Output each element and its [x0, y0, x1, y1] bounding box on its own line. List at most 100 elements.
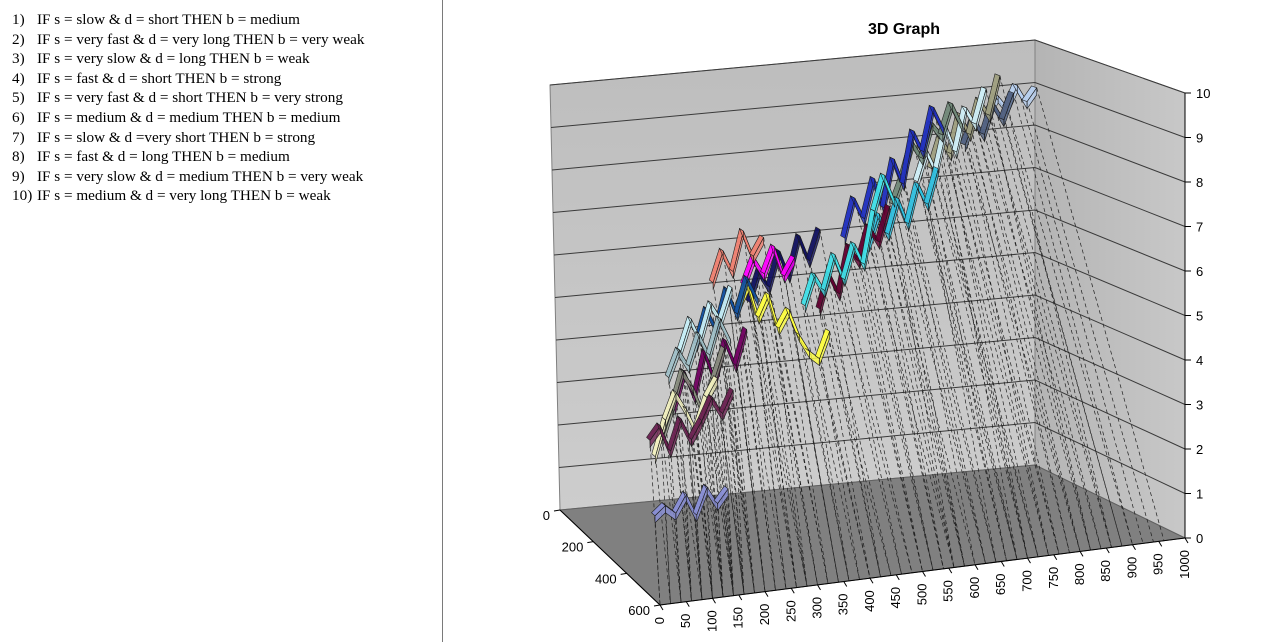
x-tick-mark — [869, 577, 874, 584]
rule-number: 9) — [12, 167, 25, 185]
drop-line — [834, 254, 902, 575]
x-tick-mark — [974, 564, 979, 571]
drop-line — [989, 115, 1102, 549]
drop-line — [722, 413, 734, 596]
drop-line — [894, 200, 965, 567]
drop-line — [696, 515, 703, 600]
series-ribbon-face — [1026, 86, 1038, 110]
drop-line — [703, 412, 724, 597]
drop-line — [1013, 92, 1133, 545]
drop-line — [1026, 101, 1154, 543]
rule-number: 7) — [12, 128, 25, 146]
rule-item: 10) IF s = medium & d = very long THEN b … — [12, 186, 432, 206]
drop-line — [744, 284, 797, 588]
x-tick-label: 300 — [810, 597, 825, 619]
drop-line — [789, 276, 850, 581]
gridline — [552, 166, 1186, 227]
drop-line — [814, 274, 881, 577]
drop-line — [774, 246, 829, 584]
drop-line — [727, 488, 734, 596]
drop-line — [701, 339, 734, 596]
series-ribbon-face — [976, 88, 987, 132]
drop-line — [696, 429, 713, 599]
x-tick-label: 700 — [1020, 570, 1035, 592]
drop-line — [894, 159, 976, 565]
x-tick-mark — [843, 581, 848, 587]
z-tick-label: 7 — [1196, 220, 1203, 235]
drop-line — [674, 408, 703, 600]
drop-line — [964, 144, 1081, 552]
drop-line — [809, 260, 871, 579]
x-tick-label: 350 — [836, 594, 851, 616]
rule-number: 2) — [12, 30, 25, 48]
x-tick-label: 500 — [915, 584, 930, 606]
series-ribbon-face — [933, 107, 945, 136]
drop-line — [749, 302, 808, 587]
drop-line — [732, 390, 745, 595]
series-ribbon-face — [717, 487, 729, 512]
drop-line — [893, 204, 986, 564]
drop-line — [844, 238, 923, 572]
drop-line — [701, 420, 713, 599]
drop-line — [879, 213, 965, 567]
x-tick-mark — [1184, 537, 1189, 544]
drop-line — [946, 127, 1049, 556]
drop-line — [709, 355, 734, 596]
drop-line — [839, 294, 913, 573]
x-tick-label: 950 — [1151, 553, 1166, 575]
x-tick-label: 250 — [783, 600, 798, 622]
rule-item: 4) IF s = fast & d = short THEN b = stron… — [12, 69, 432, 89]
drop-line — [724, 348, 745, 595]
drop-line — [844, 279, 913, 573]
drop-line — [884, 175, 955, 568]
z-tick-label: 2 — [1196, 442, 1203, 457]
drop-line — [706, 487, 713, 599]
series-ribbon-face — [884, 175, 896, 208]
drop-line — [654, 515, 661, 606]
drop-line — [717, 329, 755, 593]
drop-line — [721, 319, 755, 593]
drop-line — [768, 294, 818, 585]
depth-tick-label: 0 — [543, 508, 550, 523]
drop-line — [737, 314, 776, 591]
x-tick-label: 600 — [967, 577, 982, 599]
drop-line — [988, 113, 1112, 548]
drop-line — [717, 503, 724, 597]
x-tick-label: 1000 — [1177, 550, 1192, 579]
x-tick-mark — [659, 604, 664, 611]
rule-item: 8) IF s = fast & d = long THEN b = medium — [12, 147, 432, 167]
drop-line — [913, 142, 1007, 561]
series-ribbon-face — [784, 257, 796, 284]
drop-line — [699, 334, 724, 597]
x-tick-mark — [764, 591, 769, 597]
x-tick-mark — [790, 587, 795, 594]
drop-line — [675, 513, 682, 603]
series-ribbon-face — [736, 329, 747, 373]
drop-line — [680, 418, 692, 601]
drop-line — [938, 168, 1028, 559]
drop-line — [956, 151, 1060, 555]
x-tick-label: 200 — [757, 604, 772, 626]
panel-divider — [442, 0, 443, 642]
rule-number: 3) — [12, 50, 25, 68]
drop-line — [819, 358, 871, 579]
series-ribbon-face — [819, 331, 830, 366]
drop-line — [769, 287, 829, 584]
drop-line — [746, 329, 776, 591]
drop-line — [738, 306, 787, 589]
drop-line — [976, 124, 1081, 552]
rule-text: IF s = medium & d = medium THEN b = medi… — [37, 108, 341, 126]
drop-line — [864, 218, 944, 569]
drop-line — [974, 118, 1091, 551]
x-tick-label: 900 — [1125, 557, 1140, 579]
depth-tick-mark — [653, 604, 661, 607]
drop-line — [778, 328, 829, 584]
x-tick-mark — [948, 567, 953, 574]
rule-item: 1) IF s = slow & d = short THEN b = mediu… — [12, 10, 432, 30]
drop-line — [908, 223, 997, 563]
x-tick-mark — [1053, 554, 1058, 561]
rule-item: 9) IF s = very slow & d = medium THEN b =… — [12, 167, 432, 187]
drop-line — [889, 206, 965, 567]
x-tick-mark — [738, 594, 743, 601]
